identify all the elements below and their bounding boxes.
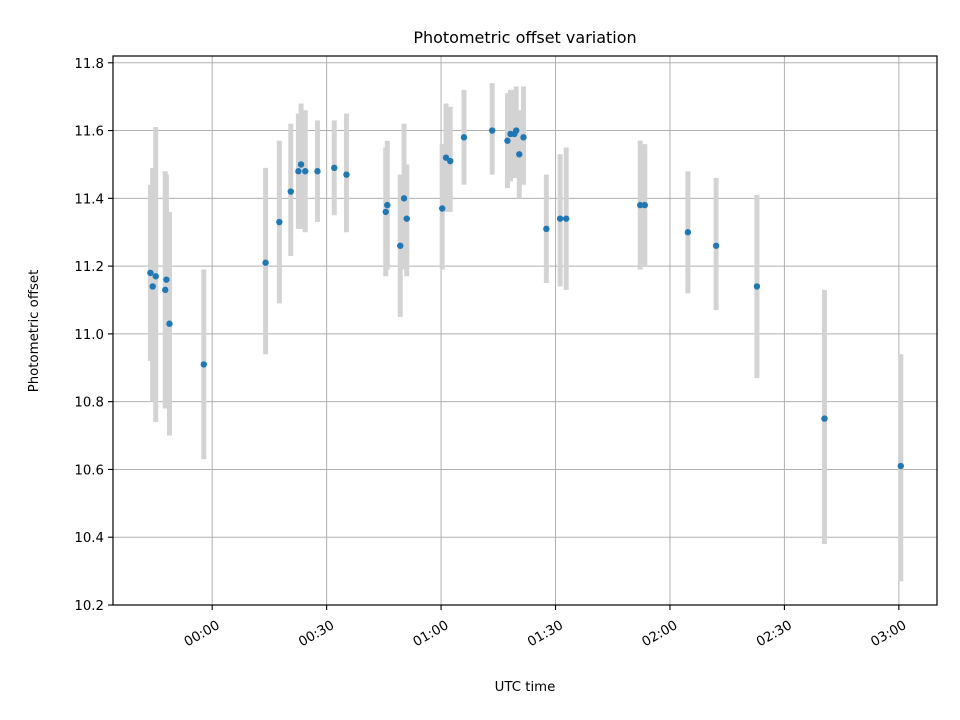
data-point [262, 259, 269, 266]
data-point [276, 218, 283, 226]
data-point [297, 161, 305, 168]
data-point [382, 208, 389, 216]
data-point [163, 276, 170, 283]
y-tick-label: 11.6 [74, 125, 104, 140]
data-point [488, 127, 496, 134]
x-tick-label: 01:00 [411, 618, 452, 650]
y-tick-label: 10.6 [74, 463, 104, 478]
error-bars [147, 83, 904, 582]
y-tick-label: 11.8 [74, 57, 104, 72]
y-tick-label: 11.0 [74, 328, 104, 343]
data-point [753, 283, 761, 290]
x-tick-label: 01:30 [525, 618, 566, 650]
data-point [516, 151, 523, 158]
y-tick-label: 10.4 [74, 531, 104, 546]
chart-title: Photometric offset variation [413, 28, 636, 47]
data-point [397, 242, 404, 249]
data-point [400, 195, 408, 202]
data-point [543, 225, 550, 233]
x-tick-label: 02:00 [640, 618, 681, 650]
data-point [343, 171, 350, 178]
data-point [821, 415, 828, 422]
data-point [331, 164, 338, 172]
x-tick-label: 00:00 [182, 618, 223, 650]
x-tick-label: 03:00 [869, 618, 910, 650]
x-tick-label: 02:30 [754, 618, 795, 650]
y-axis-ticks: 10.2 10.4 10.6 10.8 11.0 11.2 11.4 11.6 11.8 [74, 57, 113, 614]
y-tick-label: 10.8 [74, 396, 104, 411]
data-point [520, 134, 527, 141]
x-axis-label: UTC time [495, 680, 556, 695]
data-point [460, 134, 468, 141]
data-point [563, 215, 570, 222]
data-point [149, 283, 156, 290]
data-point [641, 201, 648, 209]
data-point [147, 269, 154, 277]
plot-frame [112, 55, 938, 606]
data-point [513, 127, 520, 134]
y-axis-label: Photometric offset [27, 270, 42, 393]
x-tick-label: 00:30 [296, 618, 337, 650]
data-point [166, 320, 173, 327]
data-point [504, 137, 511, 144]
data-point [403, 215, 410, 222]
data-point [200, 361, 207, 368]
data-point [287, 188, 294, 195]
data-points [147, 127, 904, 470]
data-point [556, 215, 564, 222]
data-point [439, 205, 446, 212]
data-point [897, 462, 904, 470]
data-point [384, 201, 391, 209]
data-point [447, 157, 454, 165]
data-point [302, 168, 309, 175]
data-point [314, 168, 321, 175]
data-point [295, 168, 302, 175]
data-point [712, 242, 720, 249]
y-tick-label: 11.4 [74, 192, 104, 207]
y-tick-label: 10.2 [74, 599, 104, 614]
data-point [684, 229, 692, 236]
y-tick-label: 11.2 [74, 260, 104, 275]
data-point [152, 273, 159, 280]
data-point [637, 201, 644, 209]
data-point [162, 286, 169, 294]
x-axis-ticks: 00:00 00:30 01:00 01:30 02:00 02:30 03:00 [182, 605, 909, 650]
